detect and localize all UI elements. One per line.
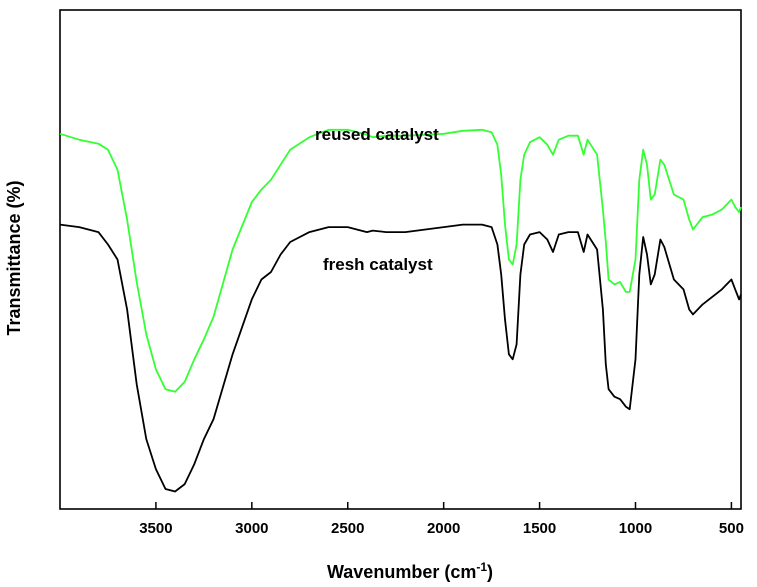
x-tick-label: 3000 <box>235 520 268 537</box>
series-line-reused <box>59 128 742 393</box>
x-axis-title: Wavenumber (cm-1) <box>327 560 493 582</box>
x-tick-label: 500 <box>719 520 744 537</box>
y-axis-title: Transmittance (%) <box>4 180 24 335</box>
x-axis-ticks: 3500 3000 2500 2000 1500 1000 500 <box>139 502 744 537</box>
series-label-fresh: fresh catalyst <box>323 255 433 274</box>
plot-frame <box>59 9 742 510</box>
x-tick-label: 1500 <box>523 520 556 537</box>
series-line-fresh <box>59 223 742 493</box>
series-label-reused: reused catalyst <box>315 125 439 144</box>
series-lines <box>59 128 742 493</box>
x-tick-label: 2500 <box>331 520 364 537</box>
x-tick-label: 2000 <box>427 520 460 537</box>
x-tick-label: 1000 <box>619 520 652 537</box>
x-tick-label: 3500 <box>139 520 172 537</box>
